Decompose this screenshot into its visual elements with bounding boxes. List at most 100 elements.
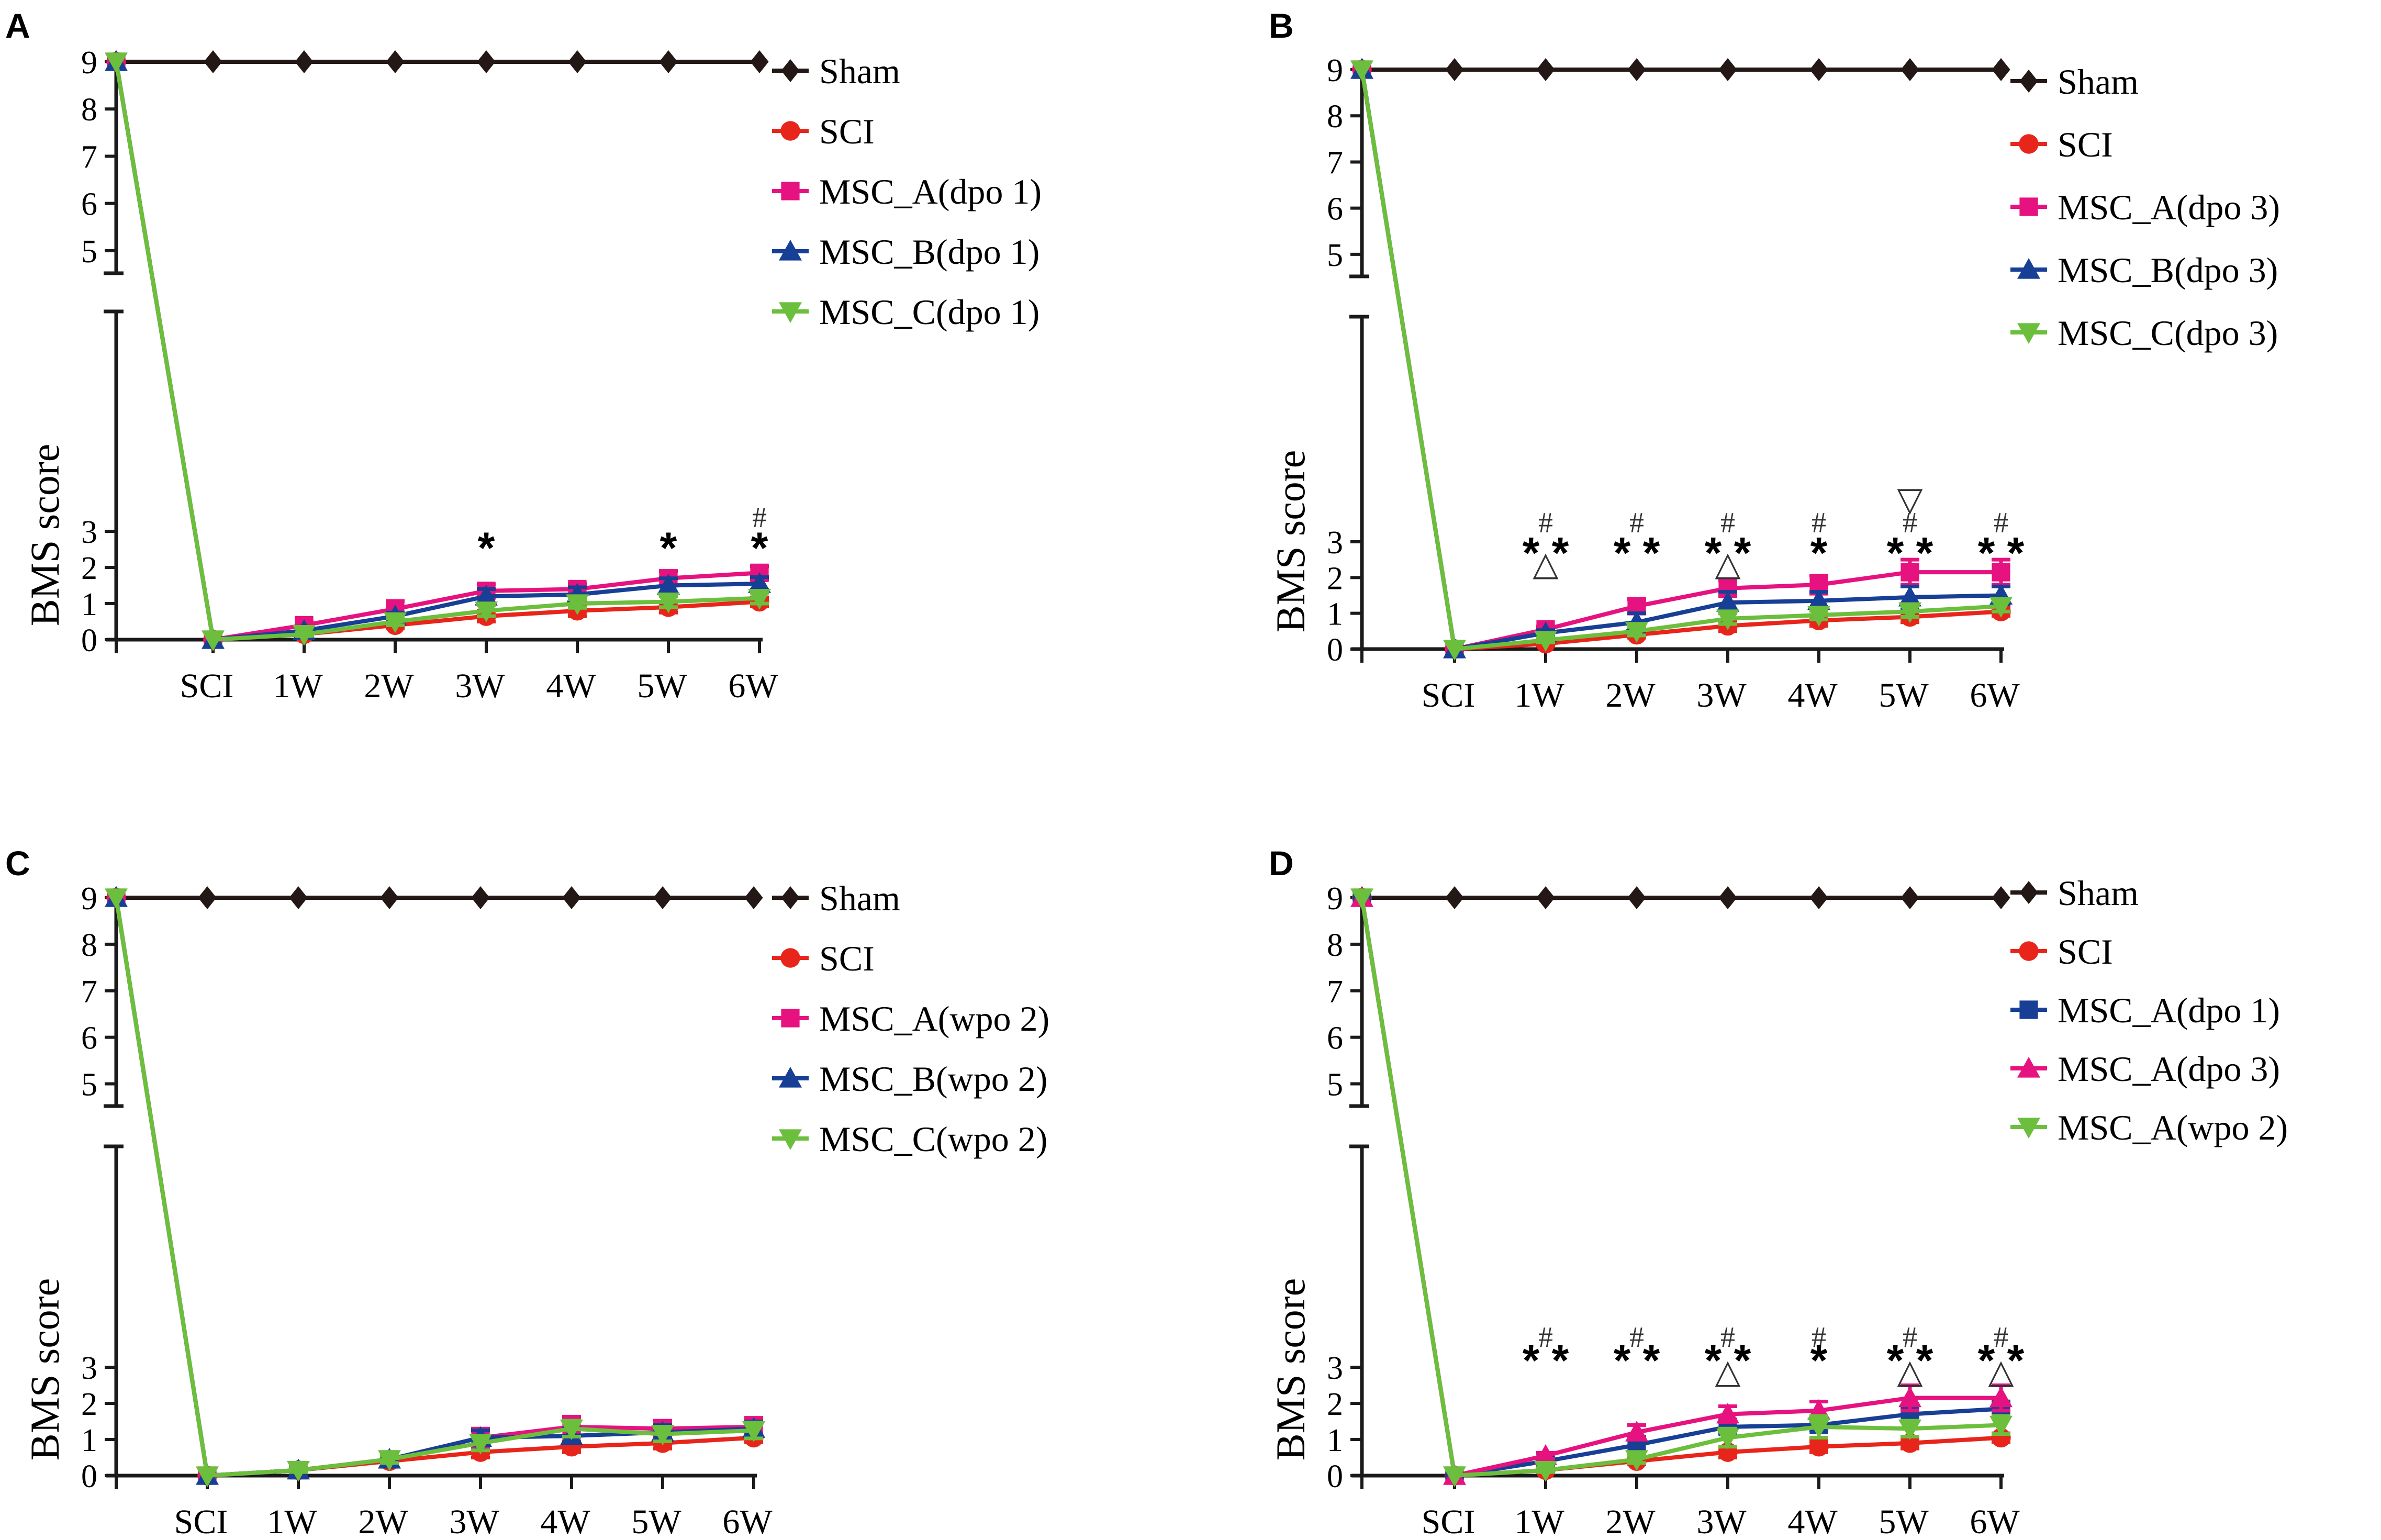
data-point [471,886,490,909]
data-point [1625,622,1648,643]
x-tick-label: SCI [180,667,234,705]
y-tick-label: 8 [81,928,97,963]
y-tick-label: 2 [1327,1387,1343,1422]
significance-marker: △ [1715,545,1741,582]
y-tick-label: 3 [1327,1351,1343,1386]
y-tick-label: 7 [1327,974,1343,1010]
data-point [1807,589,1830,610]
significance-marker: # [1812,1321,1826,1354]
y-tick-label: 7 [81,139,97,175]
data-point [1445,58,1464,81]
series-sham [1352,58,2010,81]
legend-swatch-marker [779,1067,802,1088]
legend-swatch-marker [779,240,802,261]
data-point [1718,58,1737,81]
data-point [105,52,128,73]
legend-swatch-marker [2019,881,2038,904]
data-point [744,886,763,909]
y-tick-label: 5 [1327,1067,1343,1103]
data-point [105,888,128,909]
y-tick-label: 0 [81,1459,97,1494]
data-point [1901,563,1919,582]
data-point [742,1421,765,1442]
y-tick-label: 2 [81,551,97,586]
series-msc-a-wpo-2- [1350,888,2013,1487]
legend-label: Sham [819,878,900,918]
significance-marker: * * [1614,1336,1660,1385]
significance-marker: # [752,501,767,534]
series-sham [107,886,763,909]
legend-label: MSC_B(dpo 1) [819,232,1039,272]
legend-swatch-marker [781,59,800,82]
y-tick-label: 5 [81,1067,97,1103]
x-tick-label: 4W [546,667,596,705]
series-line [114,61,760,642]
data-point [1992,58,2010,81]
y-tick-label: 9 [81,45,97,81]
legend-label: MSC_C(dpo 3) [2058,313,2278,353]
y-tick-label: 9 [1327,53,1343,88]
significance-marker: # [1629,507,1644,539]
legend-swatch-marker [2019,70,2038,93]
data-point [386,50,405,73]
data-point [1809,886,1828,909]
legend-swatch-marker [779,302,802,323]
data-point [562,886,581,909]
x-tick-label: 4W [1787,676,1838,715]
series-sham [107,50,769,73]
data-point [1716,609,1739,630]
y-tick-label: 3 [81,1351,97,1386]
x-tick-label: 5W [637,667,687,705]
y-tick-label: 1 [81,1423,97,1458]
y-axis-label: BMS score [22,444,68,627]
legend-swatch-marker [2017,323,2040,344]
significance-marker: # [1629,1321,1644,1354]
legend-swatch-marker [781,182,800,200]
data-point [289,886,308,909]
significance-marker: * * [1887,528,1933,577]
y-axis-label: BMS score [1268,450,1313,633]
data-point [1989,1415,2013,1437]
series-msc-c-dpo-3- [1350,60,2013,661]
data-point [1989,597,2013,618]
series-msc-a-wpo-2- [107,888,763,1485]
significance-marker: △ [1988,1353,2014,1390]
data-point [1992,563,2010,582]
x-tick-label: 1W [267,1503,317,1540]
x-tick-label: 6W [722,1503,773,1540]
legend-swatch-marker [2019,1000,2038,1019]
significance-marker: # [1903,1321,1917,1354]
y-tick-label: 6 [81,187,97,222]
legend-label: MSC_A(wpo 2) [2058,1108,2288,1147]
data-point [1350,888,1373,909]
x-tick-label: 6W [1970,1503,2020,1540]
legend-swatch-marker [2019,134,2039,154]
data-point [651,1425,674,1446]
y-tick-label: 3 [81,515,97,550]
data-point [1809,58,1828,81]
y-tick-label: 0 [81,623,97,659]
x-tick-label: SCI [174,1503,228,1540]
data-point [469,1434,492,1455]
legend-swatch-marker [780,948,800,968]
data-point [1625,1421,1648,1442]
y-tick-label: 8 [1327,99,1343,135]
series-line [1360,897,2002,1478]
legend-label: MSC_A(dpo 3) [2058,187,2280,227]
significance-marker: * * [1705,1336,1751,1385]
y-tick-label: 3 [1327,525,1343,561]
series-line [1360,69,2002,651]
data-point [750,50,769,73]
data-point [1898,1419,1921,1441]
significance-marker: * * [1614,528,1660,577]
significance-marker: △ [1897,1353,1923,1390]
legend-label: MSC_B(dpo 3) [2058,250,2278,290]
significance-marker: # [1538,1321,1553,1354]
data-point [1534,631,1557,652]
x-tick-label: 5W [1879,1503,1929,1540]
y-tick-label: 7 [81,974,97,1010]
data-point [1718,886,1737,909]
y-tick-label: 6 [1327,192,1343,227]
